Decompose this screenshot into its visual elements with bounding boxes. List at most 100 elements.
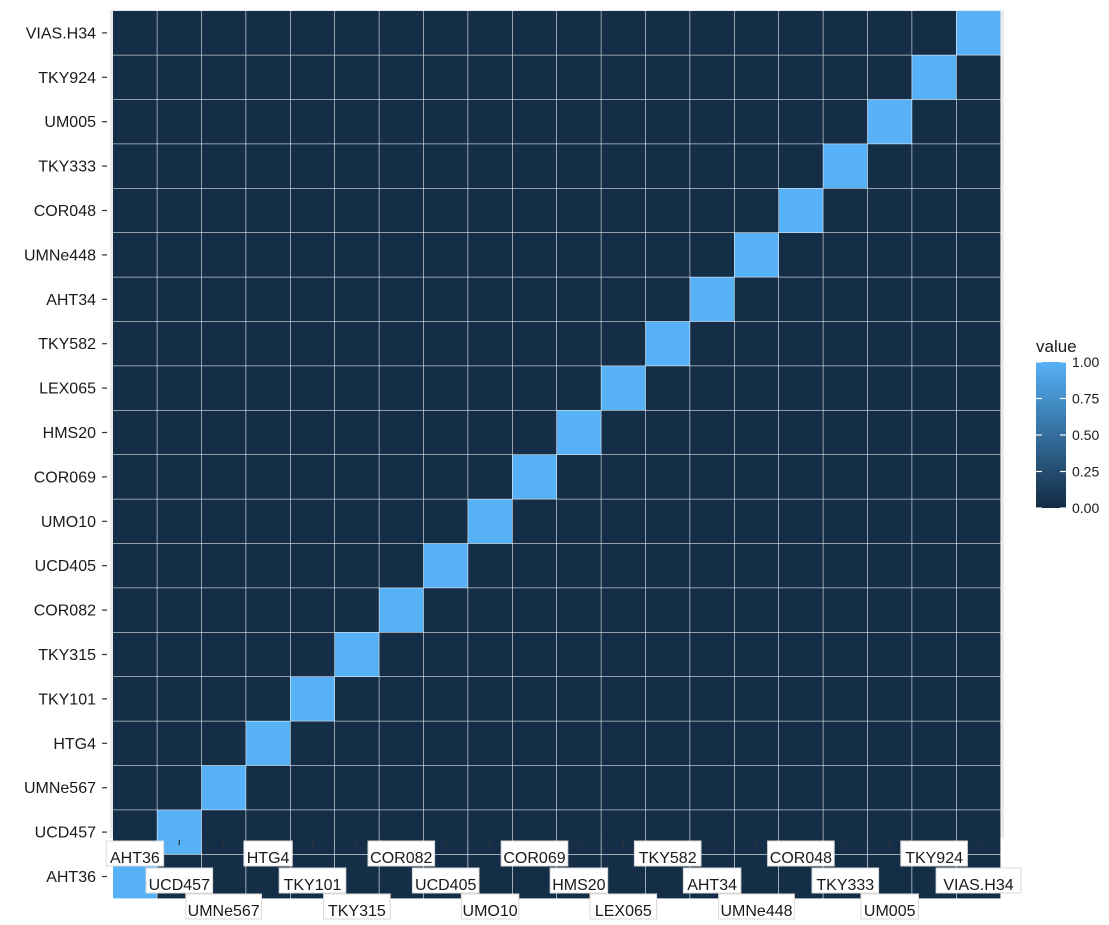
heatmap-tile-TKY101-UMO10 <box>290 499 335 544</box>
heatmap-tile-COR069-TKY582 <box>512 321 557 366</box>
heatmap-tile-UCD457-UCD405 <box>157 543 202 588</box>
heatmap-tile-UMO10-HMS20 <box>468 410 512 455</box>
x-tick-label: UCD405 <box>415 877 476 894</box>
heatmap-tile-TKY101-TKY582 <box>290 321 335 366</box>
heatmap-tile-TKY315-COR069 <box>335 455 379 499</box>
heatmap-tile-COR069-COR048 <box>512 188 557 233</box>
heatmap-tile-UMNe567-UCD457 <box>201 810 246 854</box>
heatmap-tile-HTG4-HMS20 <box>246 410 290 455</box>
y-tick-label: TKY924 <box>38 70 96 87</box>
heatmap-tile-HTG4-TKY333 <box>246 144 290 188</box>
y-tick-label: COR048 <box>34 203 96 220</box>
heatmap-tile-UMNe567-UM005 <box>201 99 246 144</box>
heatmap-tile-AHT34-TKY582 <box>690 321 734 366</box>
heatmap-tile-TKY333-HTG4 <box>823 721 868 766</box>
y-tick-label: LEX065 <box>39 381 96 398</box>
heatmap-tile-TKY101-UCD405 <box>290 543 335 588</box>
heatmap-tile-UMNe448-COR048 <box>734 188 779 233</box>
heatmap-tile-VIAS.H34-VIAS.H34 <box>956 11 1001 55</box>
heatmap-tile-COR069-TKY924 <box>512 55 557 100</box>
heatmap-tile-UMNe567-TKY582 <box>201 321 246 366</box>
heatmap-tile-UMNe567-UMNe567 <box>201 765 246 810</box>
y-tick-label: HMS20 <box>43 425 96 442</box>
x-tick-label-box <box>105 840 165 867</box>
heatmap-tile-UCD457-AHT34 <box>157 277 202 322</box>
heatmap-tile-AHT36-TKY582 <box>113 321 157 366</box>
heatmap-tile-AHT34-UMO10 <box>690 499 734 544</box>
heatmap-tile-UM005-TKY582 <box>867 321 912 366</box>
heatmap-tile-HMS20-TKY101 <box>557 677 601 721</box>
heatmap-tile-COR069-AHT34 <box>512 277 557 322</box>
heatmap-tile-TKY582-VIAS.H34 <box>645 11 690 55</box>
heatmap-tile-TKY333-UMNe567 <box>823 765 868 810</box>
heatmap-tile-TKY101-UM005 <box>290 99 335 144</box>
heatmap-tile-HMS20-HTG4 <box>557 721 601 766</box>
y-tick-label: TKY582 <box>38 336 96 353</box>
heatmap-tile-TKY101-HTG4 <box>290 721 335 766</box>
heatmap-tile-UM005-TKY333 <box>867 144 912 188</box>
heatmap-tile-TKY924-UCD405 <box>912 543 956 588</box>
heatmap-tile-VIAS.H34-TKY924 <box>956 55 1001 100</box>
heatmap-tile-TKY582-TKY333 <box>645 144 690 188</box>
heatmap-tile-UCD457-TKY101 <box>157 677 202 721</box>
heatmap-tile-AHT34-HTG4 <box>690 721 734 766</box>
heatmap-tile-VIAS.H34-UMNe448 <box>956 233 1001 277</box>
heatmap-tile-HTG4-COR069 <box>246 455 290 499</box>
heatmap-tile-TKY101-COR048 <box>290 188 335 233</box>
heatmap-tile-TKY333-TKY101 <box>823 677 868 721</box>
heatmap-tile-VIAS.H34-TKY333 <box>956 144 1001 188</box>
heatmap-tile-UCD405-COR082 <box>423 588 468 632</box>
heatmap-tile-AHT36-COR048 <box>113 188 157 233</box>
heatmap-tile-COR082-COR069 <box>379 455 424 499</box>
y-tick-label: UMO10 <box>41 514 96 531</box>
heatmap-tile-AHT36-TKY101 <box>113 677 157 721</box>
heatmap-tile-UM005-TKY315 <box>867 632 912 677</box>
heatmap-tile-COR069-VIAS.H34 <box>512 11 557 55</box>
y-tick-label: AHT34 <box>46 292 96 309</box>
heatmap-tile-TKY582-TKY315 <box>645 632 690 677</box>
heatmap-tile-TKY315-LEX065 <box>335 366 379 410</box>
heatmap-tile-AHT34-TKY333 <box>690 144 734 188</box>
heatmap-tile-HMS20-UM005 <box>557 99 601 144</box>
x-tick-label-box <box>682 867 742 894</box>
heatmap-tile-TKY924-COR082 <box>912 588 956 632</box>
y-axis: AHT36 UCD457 UMNe567 HTG4 TKY101 TKY315 COR082… <box>24 25 107 886</box>
heatmap-tile-UMNe448-LEX065 <box>734 366 779 410</box>
heatmap-tile-UMNe448-TKY101 <box>734 677 779 721</box>
heatmap-tile-UMNe448-HMS20 <box>734 410 779 455</box>
heatmap-tile-TKY924-LEX065 <box>912 366 956 410</box>
legend-tick-label: 1.00 <box>1072 354 1099 370</box>
heatmap-tile-UCD457-UM005 <box>157 99 202 144</box>
heatmap-tile-UMO10-UM005 <box>468 99 512 144</box>
heatmap-tile-TKY315-HMS20 <box>335 410 379 455</box>
heatmap-tile-UCD405-UMNe567 <box>423 765 468 810</box>
y-tick-label: VIAS.H34 <box>26 25 96 42</box>
heatmap-tile-HMS20-COR048 <box>557 188 601 233</box>
heatmap-tile-COR069-TKY333 <box>512 144 557 188</box>
heatmap-tile-UMNe448-VIAS.H34 <box>734 11 779 55</box>
heatmap-tile-TKY333-TKY924 <box>823 55 868 100</box>
x-tick-label-box <box>460 893 520 920</box>
heatmap-tile-TKY582-COR069 <box>645 455 690 499</box>
heatmap-tile-VIAS.H34-HTG4 <box>956 721 1001 766</box>
heatmap-tile-TKY315-TKY333 <box>335 144 379 188</box>
x-tick-label: UMO10 <box>463 903 518 920</box>
heatmap-tile-AHT34-VIAS.H34 <box>690 11 734 55</box>
heatmap-tile-COR048-VIAS.H34 <box>779 11 823 55</box>
heatmap-tile-TKY333-TKY582 <box>823 321 868 366</box>
heatmap-tile-HTG4-LEX065 <box>246 366 290 410</box>
heatmap-tile-HMS20-TKY924 <box>557 55 601 100</box>
heatmap-tile-UM005-COR069 <box>867 455 912 499</box>
heatmap-tile-HTG4-UMO10 <box>246 499 290 544</box>
legend-title: value <box>1036 337 1077 356</box>
heatmap-tile-UMNe567-TKY333 <box>201 144 246 188</box>
x-tick-label: TKY582 <box>639 850 697 867</box>
x-tick-label-box <box>278 867 347 894</box>
heatmap-tile-UM005-COR082 <box>867 588 912 632</box>
heatmap-tile-UMNe567-AHT34 <box>201 277 246 322</box>
heatmap-tile-TKY333-TKY315 <box>823 632 868 677</box>
heatmap-tile-TKY333-AHT34 <box>823 277 868 322</box>
heatmap-tile-UMNe567-UMO10 <box>201 499 246 544</box>
heatmap-tile-COR082-VIAS.H34 <box>379 11 424 55</box>
